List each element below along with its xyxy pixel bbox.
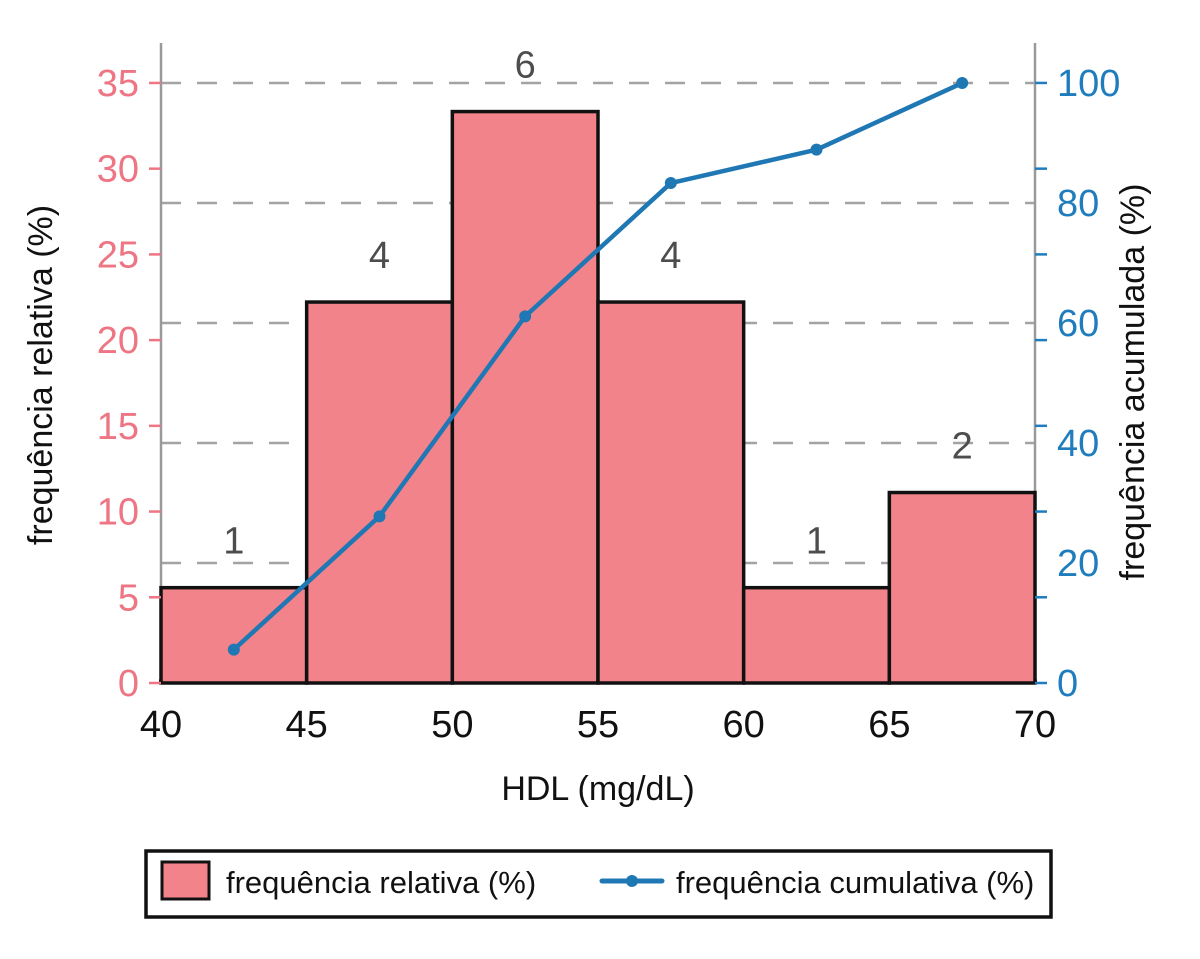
legend-label-cumulative: frequência cumulativa (%) — [676, 865, 1034, 900]
histogram-bar — [450, 109, 600, 685]
legend: frequência relativa (%) frequência cumul… — [144, 849, 1053, 919]
left-tick-label: 30 — [97, 149, 139, 191]
left-tick-label: 25 — [97, 234, 139, 276]
right-tick-label: 60 — [1057, 303, 1099, 345]
right-axis-title: frequência acumulada (%) — [1114, 184, 1152, 581]
cumulative-point — [810, 143, 823, 156]
right-tick-label: 20 — [1057, 543, 1099, 585]
left-tick-label: 20 — [97, 320, 139, 362]
legend-box — [144, 849, 1053, 919]
tick-labels-layer: 0 5 10 15 20 25 30 35 0 20 40 60 80 100 40 45 50 55 60 65 70 — [97, 63, 1121, 746]
cumulative-point — [664, 177, 677, 190]
left-tick-label: 15 — [97, 406, 139, 448]
bar-count-label: 6 — [515, 45, 536, 87]
left-axis-title: frequência relativa (%) — [22, 205, 60, 545]
histogram-bar — [887, 490, 1037, 685]
x-tick-label: 45 — [286, 704, 328, 746]
cumulative-point — [227, 643, 240, 656]
legend-line-marker — [626, 875, 638, 887]
bar-count-label: 2 — [952, 426, 973, 468]
cumulative-point — [519, 310, 532, 323]
bar-count-label: 1 — [223, 521, 244, 563]
bar-count-label: 4 — [660, 235, 681, 277]
legend-bar-swatch — [160, 860, 211, 901]
histogram-bar — [741, 585, 892, 685]
histogram-bars-layer — [159, 109, 1037, 685]
right-tick-label: 0 — [1057, 663, 1078, 705]
histogram-bar — [596, 300, 746, 685]
tick-marks-layer — [149, 81, 1047, 685]
x-tick-label: 60 — [723, 704, 765, 746]
cumulative-line-layer — [227, 77, 969, 656]
x-tick-label: 55 — [577, 704, 619, 746]
right-tick-label: 40 — [1057, 423, 1099, 465]
x-axis-title: HDL (mg/dL) — [501, 770, 694, 808]
left-tick-label: 0 — [118, 663, 139, 705]
legend-label-relative: frequência relativa (%) — [226, 865, 536, 900]
x-tick-label: 65 — [868, 704, 910, 746]
bar-count-labels-layer: 1 4 6 4 1 2 — [223, 45, 972, 563]
cumulative-line — [232, 80, 964, 652]
x-tick-label: 50 — [431, 704, 473, 746]
histogram-bar — [304, 300, 455, 685]
left-tick-label: 10 — [97, 492, 139, 534]
left-tick-label: 35 — [97, 63, 139, 105]
x-tick-label: 40 — [140, 704, 182, 746]
left-tick-label: 5 — [118, 577, 139, 619]
right-tick-label: 100 — [1057, 63, 1120, 105]
bar-count-label: 4 — [369, 235, 390, 277]
x-tick-label: 70 — [1014, 704, 1056, 746]
cumulative-point — [373, 510, 386, 523]
right-tick-label: 80 — [1057, 183, 1099, 225]
cumulative-point — [956, 77, 969, 90]
bar-count-label: 1 — [806, 521, 827, 563]
